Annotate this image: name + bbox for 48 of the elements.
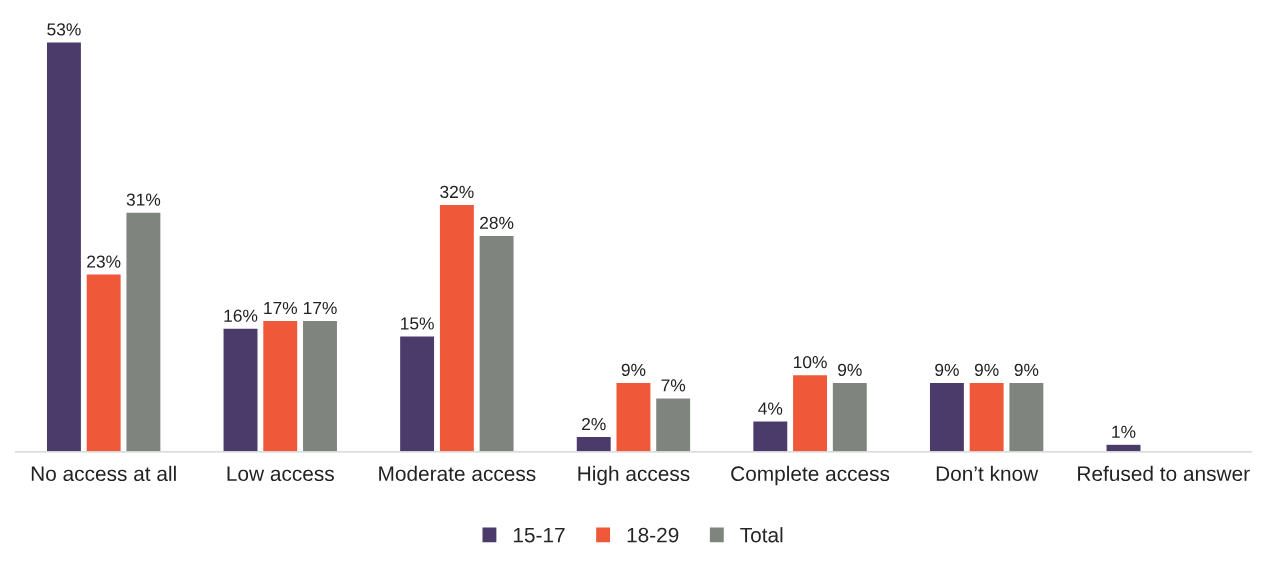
- bar: [125, 211, 162, 452]
- data-label: 10%: [794, 356, 827, 369]
- x-tick-label: No access at all: [31, 465, 176, 482]
- data-label: 9%: [935, 363, 959, 377]
- data-label: 17%: [303, 301, 337, 315]
- x-tick-label: Low access: [227, 466, 334, 482]
- data-label: 9%: [838, 363, 862, 377]
- bar: [928, 381, 966, 452]
- x-tick-label: Moderate access: [379, 465, 536, 482]
- bar: [968, 381, 1005, 452]
- data-label: 17%: [264, 301, 298, 315]
- bar: [791, 373, 829, 452]
- data-label: 9%: [974, 363, 999, 377]
- bar: [1008, 381, 1045, 452]
- data-label: 2%: [582, 417, 606, 431]
- data-label: 15%: [401, 317, 434, 330]
- x-tick-label: Refused to answer: [1078, 465, 1250, 482]
- bar: [85, 273, 123, 452]
- data-label: 28%: [480, 216, 514, 230]
- bar: [438, 203, 476, 452]
- x-tick-label: Complete access: [731, 465, 890, 486]
- x-tick-label: Don’t know: [936, 465, 1039, 482]
- x-tick-label: High access: [578, 465, 690, 486]
- bar: [222, 327, 259, 452]
- bar: [654, 397, 692, 452]
- bar: [478, 234, 515, 452]
- bar: [398, 335, 436, 452]
- data-label: 9%: [621, 363, 646, 377]
- bar: [575, 435, 613, 452]
- bar: [261, 319, 299, 452]
- data-label: 53%: [47, 23, 81, 36]
- data-label: 4%: [758, 402, 783, 415]
- data-label: 16%: [224, 309, 258, 322]
- legend-label: 15-17: [513, 527, 565, 543]
- data-label: 32%: [440, 185, 474, 199]
- bar: [301, 319, 339, 452]
- bar: [831, 381, 869, 452]
- bar: [615, 381, 652, 452]
- legend-label: 18-29: [627, 527, 679, 543]
- data-label: 9%: [1014, 363, 1039, 377]
- data-label: 31%: [126, 193, 161, 206]
- data-label: 1%: [1112, 425, 1136, 438]
- bar: [1105, 443, 1142, 452]
- data-label: 7%: [661, 379, 686, 392]
- data-label: 23%: [87, 255, 121, 268]
- bar: [45, 41, 83, 452]
- bar: [751, 420, 789, 452]
- legend-label: Total: [740, 527, 783, 543]
